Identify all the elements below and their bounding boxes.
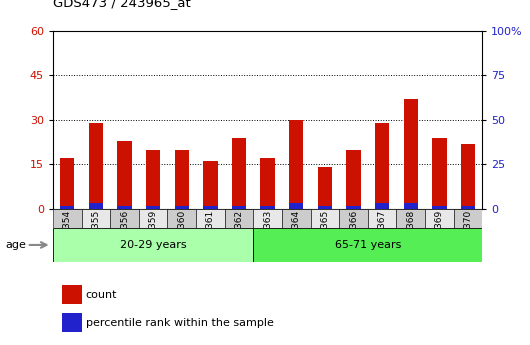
Text: GSM10367: GSM10367 [378, 210, 386, 259]
Bar [61, 285, 82, 304]
Text: GSM10370: GSM10370 [464, 210, 472, 259]
Bar [261, 206, 275, 209]
Text: GSM10359: GSM10359 [149, 210, 157, 259]
Bar [204, 206, 217, 209]
Text: GSM10368: GSM10368 [407, 210, 415, 259]
Bar [174, 149, 189, 209]
Text: age: age [5, 240, 26, 250]
Bar [339, 209, 368, 228]
Bar [167, 209, 196, 228]
Text: GSM10365: GSM10365 [321, 210, 329, 259]
Bar [347, 149, 360, 209]
Bar [282, 209, 311, 228]
Text: GSM10364: GSM10364 [292, 210, 301, 259]
Bar [60, 158, 74, 209]
Bar [396, 209, 425, 228]
Bar [196, 209, 225, 228]
Text: GSM10355: GSM10355 [92, 210, 100, 259]
Bar [146, 206, 160, 209]
Bar [454, 209, 482, 228]
Bar [404, 99, 418, 209]
Text: GSM10362: GSM10362 [235, 210, 243, 259]
Bar [404, 203, 418, 209]
Bar [225, 209, 253, 228]
Bar [375, 123, 389, 209]
Text: count: count [86, 290, 117, 299]
Bar [53, 209, 82, 228]
Bar [89, 123, 103, 209]
Text: GSM10361: GSM10361 [206, 210, 215, 259]
Text: GSM10369: GSM10369 [435, 210, 444, 259]
Bar [432, 138, 446, 209]
Bar [289, 203, 303, 209]
Bar [461, 206, 475, 209]
Bar [461, 144, 475, 209]
Bar [347, 206, 360, 209]
Bar [118, 141, 132, 209]
Bar [318, 167, 332, 209]
Text: GSM10363: GSM10363 [263, 210, 272, 259]
Bar [118, 206, 132, 209]
Bar [232, 138, 246, 209]
Text: 65-71 years: 65-71 years [334, 240, 401, 250]
Bar [289, 120, 303, 209]
Bar [110, 209, 139, 228]
Bar [311, 209, 339, 228]
Bar [253, 209, 282, 228]
Bar [261, 158, 275, 209]
Bar [89, 203, 103, 209]
Bar [432, 206, 446, 209]
Bar [60, 206, 74, 209]
Bar [318, 206, 332, 209]
Text: GSM10354: GSM10354 [63, 210, 72, 259]
Bar [232, 206, 246, 209]
Bar [368, 209, 396, 228]
Bar [61, 313, 82, 332]
Text: 20-29 years: 20-29 years [120, 240, 187, 250]
Text: percentile rank within the sample: percentile rank within the sample [86, 318, 273, 327]
Text: GSM10366: GSM10366 [349, 210, 358, 259]
Bar [146, 149, 160, 209]
Text: GDS473 / 243965_at: GDS473 / 243965_at [53, 0, 191, 9]
Bar [139, 209, 167, 228]
Bar [425, 209, 454, 228]
Bar [174, 206, 189, 209]
Bar [375, 203, 389, 209]
Bar [53, 228, 253, 262]
Bar [82, 209, 110, 228]
Text: GSM10360: GSM10360 [178, 210, 186, 259]
Bar [253, 228, 482, 262]
Bar [204, 161, 217, 209]
Text: GSM10356: GSM10356 [120, 210, 129, 259]
